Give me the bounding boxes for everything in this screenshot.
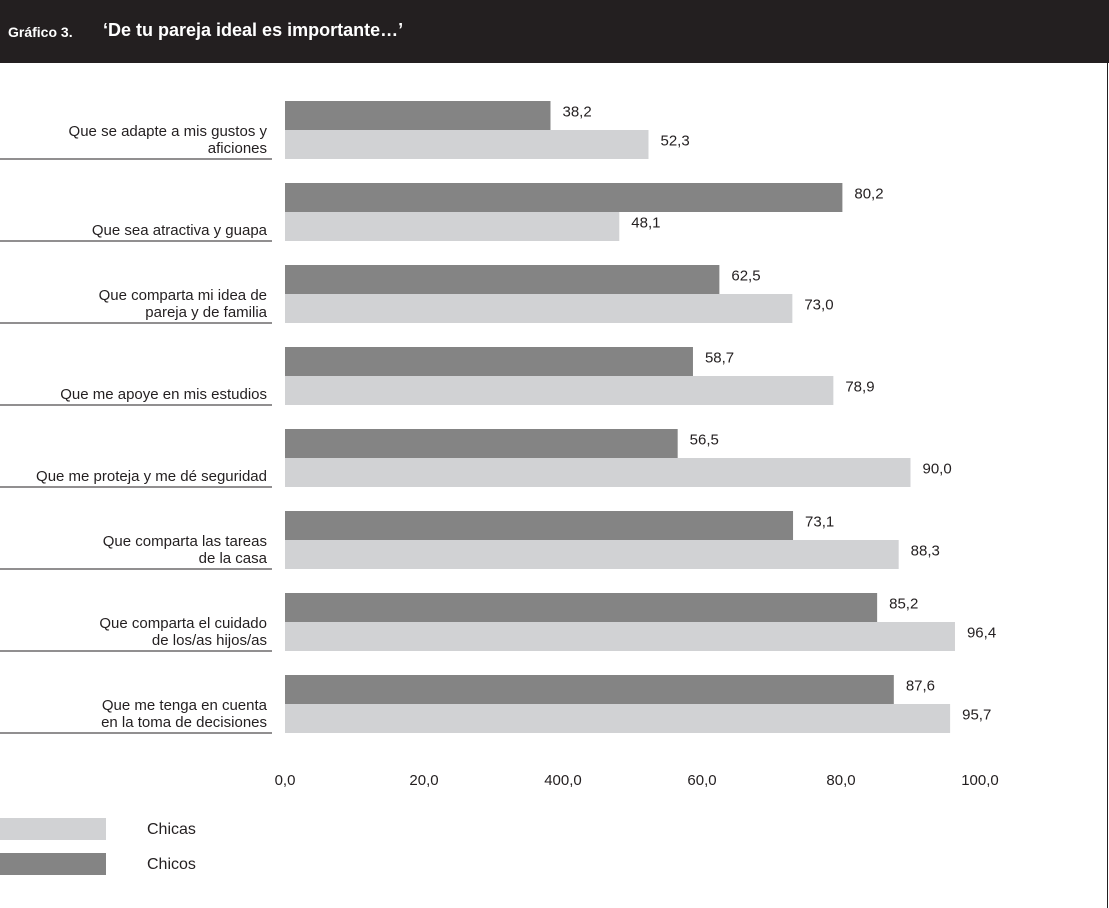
category-label: Que me apoye en mis estudios xyxy=(60,386,267,403)
legend-label-chicos: Chicos xyxy=(147,856,196,873)
x-tick-label: 100,0 xyxy=(961,772,999,789)
x-tick-label: 20,0 xyxy=(409,772,438,789)
data-label-chicas: 73,0 xyxy=(804,297,833,314)
chart-number: Gráfico 3. xyxy=(8,24,73,40)
category-label: Que me tenga en cuenta xyxy=(102,697,268,714)
bar-chicas xyxy=(285,540,899,569)
category-label: pareja y de familia xyxy=(145,304,267,321)
bar-chicas xyxy=(285,376,834,405)
category-label: Que se adapte a mis gustos y xyxy=(69,123,268,140)
x-tick-label: 60,0 xyxy=(687,772,716,789)
legend-swatch-chicas xyxy=(0,818,106,840)
bar-chicas xyxy=(285,212,620,241)
category-label: Que comparta las tareas xyxy=(103,533,267,550)
data-label-chicos: 56,5 xyxy=(690,432,719,449)
category-label: de los/as hijos/as xyxy=(152,632,267,649)
bar-chicos xyxy=(285,429,678,458)
bar-chicas xyxy=(285,294,793,323)
data-label-chicos: 73,1 xyxy=(805,514,834,531)
x-tick-label: 80,0 xyxy=(826,772,855,789)
category-label: Que sea atractiva y guapa xyxy=(92,222,268,239)
bar-chicas xyxy=(285,130,649,159)
data-label-chicos: 80,2 xyxy=(854,186,883,203)
category-label: en la toma de decisiones xyxy=(101,714,267,731)
category-label: Que comparta mi idea de xyxy=(99,287,267,304)
bar-chicas xyxy=(285,458,911,487)
data-label-chicas: 52,3 xyxy=(660,133,689,150)
data-label-chicas: 48,1 xyxy=(631,215,660,232)
data-label-chicos: 58,7 xyxy=(705,350,734,367)
x-tick-label: 400,0 xyxy=(544,772,582,789)
bar-chicos xyxy=(285,347,693,376)
category-label: de la casa xyxy=(199,550,268,567)
frame-border xyxy=(1107,63,1108,908)
data-label-chicos: 85,2 xyxy=(889,596,918,613)
data-label-chicas: 90,0 xyxy=(923,461,952,478)
bar-chicas xyxy=(285,622,955,651)
data-label-chicas: 88,3 xyxy=(911,543,940,560)
bar-chicas xyxy=(285,704,951,733)
chart-title: ‘De tu pareja ideal es importante…’ xyxy=(103,20,404,40)
data-label-chicos: 38,2 xyxy=(562,104,591,121)
data-label-chicas: 78,9 xyxy=(845,379,874,396)
category-label: Que me proteja y me dé seguridad xyxy=(36,468,267,485)
legend-swatch-chicos xyxy=(0,853,106,875)
data-label-chicos: 62,5 xyxy=(731,268,760,285)
bar-chicos xyxy=(285,675,894,704)
category-label: Que comparta el cuidado xyxy=(99,615,267,632)
bar-chicos xyxy=(285,511,794,540)
bar-chicos xyxy=(285,265,720,294)
legend-label-chicas: Chicas xyxy=(147,821,196,838)
data-label-chicos: 87,6 xyxy=(906,678,935,695)
chart-header: Gráfico 3. ‘De tu pareja ideal es import… xyxy=(0,0,1109,63)
x-tick-label: 0,0 xyxy=(275,772,296,789)
category-label: aficiones xyxy=(208,140,267,157)
data-label-chicas: 96,4 xyxy=(967,625,996,642)
bar-chicos xyxy=(285,101,551,130)
bar-chicos xyxy=(285,593,878,622)
bar-chicos xyxy=(285,183,843,212)
data-label-chicas: 95,7 xyxy=(962,707,991,724)
